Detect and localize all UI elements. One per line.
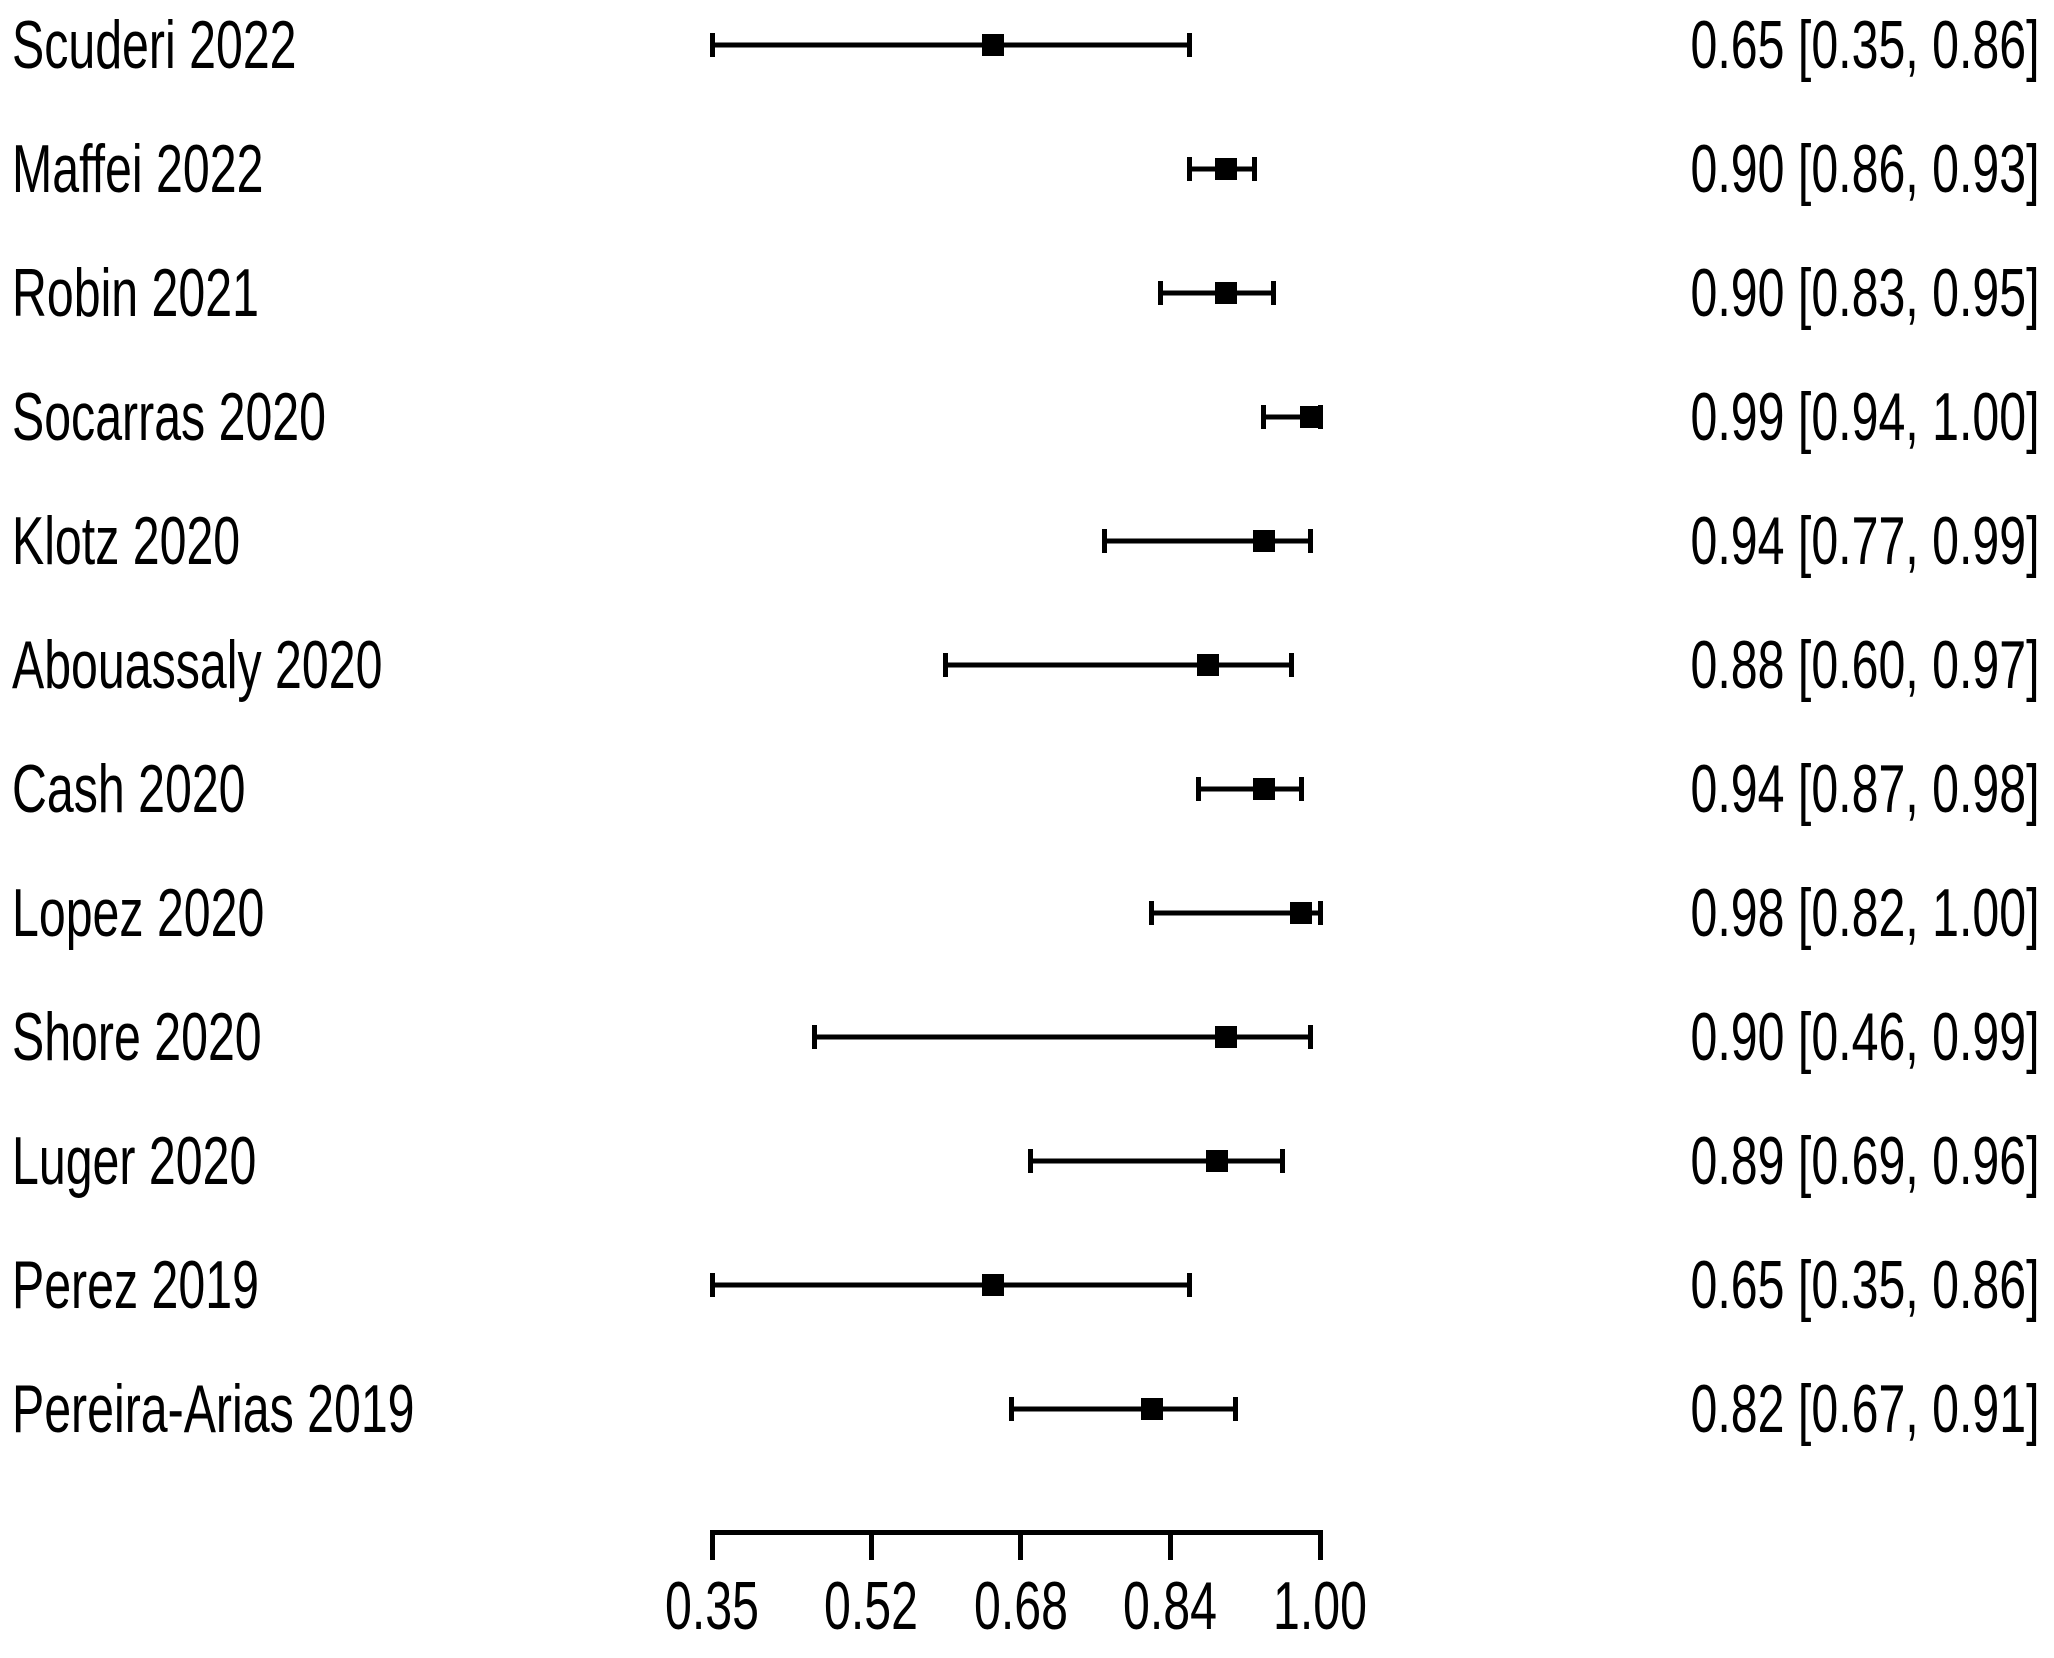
point-marker — [1215, 158, 1238, 180]
point-marker — [981, 1274, 1004, 1296]
annotation-text: 0.90 [0.86, 0.93] — [1691, 131, 2040, 207]
ci-cap-left — [812, 1025, 818, 1049]
point-marker — [1252, 778, 1275, 800]
x-tick — [1018, 1530, 1024, 1560]
ci-line — [1198, 786, 1302, 792]
x-axis-line — [709, 1530, 1323, 1535]
study-label: Pereira-Arias 2019 — [12, 1371, 415, 1447]
ci-line — [712, 1282, 1190, 1288]
ci-line — [1151, 910, 1320, 916]
ci-cap-left — [1186, 157, 1192, 181]
ci-cap-left — [943, 653, 949, 677]
ci-cap-left — [1149, 901, 1155, 925]
ci-cap-left — [1158, 281, 1164, 305]
ci-cap-right — [1270, 281, 1276, 305]
ci-cap-left — [1102, 529, 1108, 553]
ci-cap-right — [1252, 157, 1258, 181]
study-label: Abouassaly 2020 — [12, 627, 383, 703]
ci-line — [814, 1034, 1311, 1040]
ci-line — [945, 662, 1292, 668]
ci-cap-left — [1008, 1397, 1014, 1421]
point-marker — [1290, 902, 1313, 924]
point-marker — [1252, 530, 1275, 552]
ci-cap-left — [709, 33, 715, 57]
annotation-text: 0.65 [0.35, 0.86] — [1691, 1247, 2040, 1323]
x-tick — [709, 1530, 715, 1560]
annotation-text: 0.90 [0.46, 0.99] — [1691, 999, 2040, 1075]
ci-cap-right — [1298, 777, 1304, 801]
annotation-text: 0.94 [0.87, 0.98] — [1691, 751, 2040, 827]
study-label: Scuderi 2022 — [12, 7, 297, 83]
ci-cap-left — [1261, 405, 1267, 429]
point-marker — [1215, 1026, 1238, 1048]
annotation-text: 0.82 [0.67, 0.91] — [1691, 1371, 2040, 1447]
ci-line — [1011, 1406, 1236, 1412]
study-label: Shore 2020 — [12, 999, 262, 1075]
ci-cap-right — [1308, 1025, 1314, 1049]
annotation-text: 0.89 [0.69, 0.96] — [1691, 1123, 2040, 1199]
point-marker — [1215, 282, 1238, 304]
annotation-text: 0.65 [0.35, 0.86] — [1691, 7, 2040, 83]
ci-cap-left — [1027, 1149, 1033, 1173]
ci-cap-right — [1289, 653, 1295, 677]
point-marker — [1206, 1150, 1229, 1172]
ci-cap-right — [1280, 1149, 1286, 1173]
ci-cap-left — [709, 1273, 715, 1297]
point-marker — [1196, 654, 1219, 676]
point-marker — [1140, 1398, 1163, 1420]
ci-line — [1030, 1158, 1283, 1164]
annotation-text: 0.90 [0.83, 0.95] — [1691, 255, 2040, 331]
point-marker — [1299, 406, 1322, 428]
study-label: Luger 2020 — [12, 1123, 257, 1199]
annotation-text: 0.94 [0.77, 0.99] — [1691, 503, 2040, 579]
x-tick — [1167, 1530, 1173, 1560]
ci-line — [1104, 538, 1311, 544]
ci-cap-right — [1317, 901, 1323, 925]
x-tick-label: 0.35 — [665, 1568, 759, 1644]
study-label: Robin 2021 — [12, 255, 259, 331]
annotation-text: 0.88 [0.60, 0.97] — [1691, 627, 2040, 703]
study-label: Maffei 2022 — [12, 131, 264, 207]
annotation-text: 0.99 [0.94, 1.00] — [1691, 379, 2040, 455]
ci-cap-right — [1186, 1273, 1192, 1297]
x-tick — [1317, 1530, 1323, 1560]
x-tick — [868, 1530, 874, 1560]
study-label: Socarras 2020 — [12, 379, 327, 455]
study-label: Lopez 2020 — [12, 875, 265, 951]
x-tick-label: 0.84 — [1123, 1568, 1218, 1644]
study-label: Klotz 2020 — [12, 503, 241, 579]
ci-cap-right — [1186, 33, 1192, 57]
ci-line — [1263, 414, 1320, 420]
x-tick-label: 0.52 — [824, 1568, 918, 1644]
ci-cap-right — [1308, 529, 1314, 553]
x-tick-label: 0.68 — [973, 1568, 1068, 1644]
annotation-text: 0.98 [0.82, 1.00] — [1691, 875, 2040, 951]
ci-line — [712, 42, 1190, 48]
study-label: Perez 2019 — [12, 1247, 259, 1323]
ci-cap-right — [1233, 1397, 1239, 1421]
ci-cap-left — [1195, 777, 1201, 801]
study-label: Cash 2020 — [12, 751, 246, 827]
x-tick-label: 1.00 — [1273, 1568, 1367, 1644]
point-marker — [981, 34, 1004, 56]
